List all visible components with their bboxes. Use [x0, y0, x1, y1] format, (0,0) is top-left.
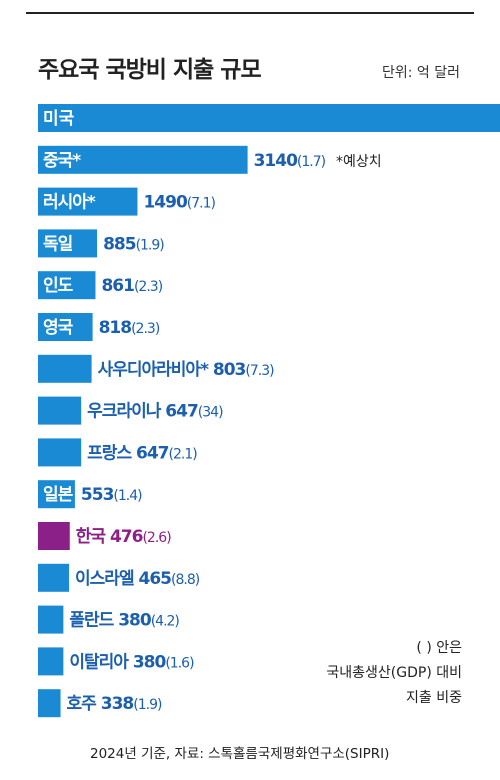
bar-인도: [38, 271, 96, 300]
category-label-영국: 영국: [43, 318, 74, 338]
value-label-이스라엘: 465: [139, 569, 172, 589]
bar-프랑스: [38, 438, 82, 467]
value-label-독일: 885: [103, 234, 136, 254]
bar-우크라이나: [38, 396, 82, 425]
value-group-영국: 818(2.3): [99, 318, 160, 338]
category-label-일본: 일본: [43, 485, 74, 505]
gdp-share-일본: (1.4): [113, 488, 142, 504]
value-label-우크라이나: 647: [165, 402, 198, 422]
bar-미국: [38, 104, 500, 132]
bar-호주: [38, 689, 61, 718]
category-label-러시아: 러시아*: [43, 193, 96, 213]
label-group-프랑스: 프랑스 647(2.1): [87, 443, 197, 463]
value-label-인도: 861: [101, 276, 134, 296]
value-label-일본: 553: [81, 485, 114, 505]
gdp-share-중국: (1.7): [297, 154, 326, 170]
gdp-share-우크라이나: (34): [198, 405, 223, 421]
bar-이탈리아: [38, 647, 64, 676]
source-footer: 2024년 기준, 자료: 스톡홀름국제평화연구소(SIPRI): [90, 746, 390, 762]
value-group-일본: 553(1.4): [81, 485, 142, 505]
bar-이스라엘: [38, 563, 70, 592]
gdp-share-사우디아라비아: (7.3): [245, 363, 274, 379]
bar-독일: [38, 229, 98, 258]
bar-한국: [38, 522, 70, 550]
gdp-note-line-2: 국내총생산(GDP) 대비: [326, 665, 462, 681]
value-label-중국: 3140: [254, 151, 298, 171]
category-label-독일: 독일: [43, 234, 73, 254]
category-label-프랑스: 프랑스: [87, 443, 136, 463]
gdp-share-영국: (2.3): [131, 321, 160, 337]
category-label-인도: 인도: [43, 276, 74, 296]
gdp-share-인도: (2.3): [134, 279, 163, 295]
category-label-이스라엘: 이스라엘: [75, 569, 138, 589]
gdp-note-line-3: 지출 비중: [406, 690, 462, 706]
label-group-사우디아라비아: 사우디아라비아* 803(7.3): [98, 360, 275, 380]
bar-일본: [38, 480, 75, 509]
value-group-러시아: 1490(7.1): [143, 193, 215, 213]
value-label-이탈리아: 380: [133, 652, 167, 672]
value-label-영국: 818: [99, 318, 132, 338]
value-label-폴란드: 380: [118, 611, 152, 631]
gdp-note-line-1: ( ) 안은: [416, 640, 462, 656]
gdp-share-이탈리아: (1.6): [165, 655, 194, 671]
label-group-이탈리아: 이탈리아 380(1.6): [69, 651, 194, 672]
estimate-annotation: *예상치: [336, 154, 382, 170]
category-label-미국: 미국: [43, 109, 75, 129]
bar-영국: [38, 313, 93, 341]
chart-title: 주요국 국방비 지출 규모: [38, 57, 262, 83]
value-group-인도: 861(2.3): [101, 276, 162, 296]
category-label-한국: 한국: [76, 527, 110, 547]
category-label-이탈리아: 이탈리아: [69, 651, 132, 672]
value-label-호주: 338: [101, 694, 134, 714]
category-label-우크라이나: 우크라이나: [87, 402, 165, 422]
bar-러시아: [38, 187, 138, 216]
value-label-한국: 476: [110, 527, 143, 547]
category-label-폴란드: 폴란드: [69, 611, 118, 631]
gdp-share-프랑스: (2.1): [169, 446, 198, 462]
gdp-share-이스라엘: (8.8): [171, 572, 200, 588]
value-label-러시아: 1490: [143, 193, 187, 213]
gdp-share-폴란드: (4.2): [151, 614, 180, 630]
unit-label: 단위: 억 달러: [381, 65, 460, 81]
gdp-share-독일: (1.9): [136, 237, 165, 253]
category-label-호주: 호주: [67, 694, 101, 714]
value-group-독일: 885(1.9): [103, 234, 164, 254]
label-group-이스라엘: 이스라엘 465(8.8): [75, 569, 200, 589]
bar-폴란드: [38, 605, 64, 634]
value-label-프랑스: 647: [136, 443, 169, 463]
gdp-note: ( ) 안은 국내총생산(GDP) 대비 지출 비중: [262, 636, 462, 711]
gdp-share-호주: (1.9): [133, 697, 162, 713]
value-group-중국: 3140(1.7): [254, 151, 326, 171]
category-label-중국: 중국*: [43, 151, 81, 171]
label-group-한국: 한국 476(2.6): [76, 527, 171, 547]
label-group-호주: 호주 338(1.9): [67, 694, 162, 714]
category-label-사우디아라비아: 사우디아라비아*: [98, 360, 213, 380]
label-group-우크라이나: 우크라이나 647(34): [87, 402, 223, 422]
value-label-사우디아라비아: 803: [213, 360, 246, 380]
gdp-share-러시아: (7.1): [187, 196, 216, 212]
label-group-폴란드: 폴란드 380(4.2): [69, 611, 179, 631]
top-rule: [26, 12, 474, 14]
bar-중국: [38, 145, 248, 174]
gdp-share-한국: (2.6): [142, 530, 171, 546]
bar-사우디아라비아: [38, 354, 92, 383]
